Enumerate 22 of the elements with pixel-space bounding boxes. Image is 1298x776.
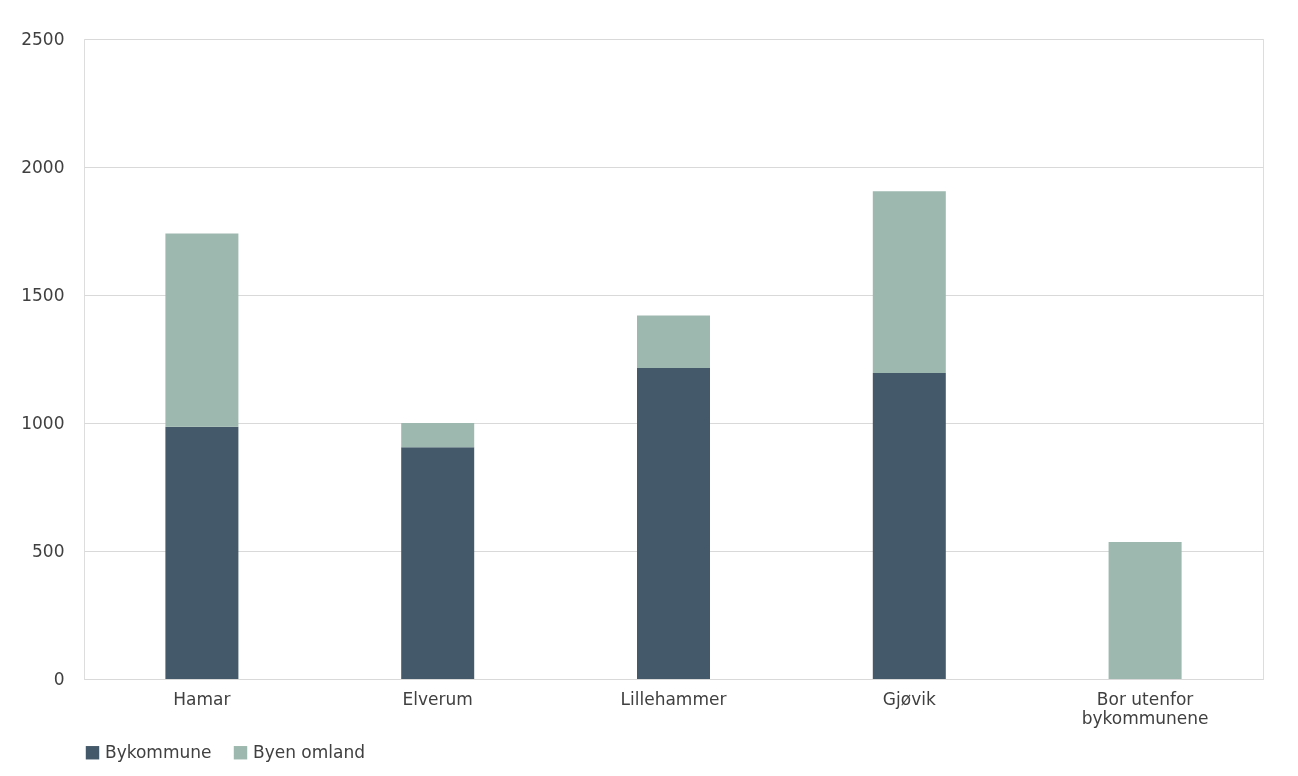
y-tick-label: 1500 <box>21 284 65 305</box>
x-tick-label: Hamar <box>173 688 231 709</box>
y-tick-label: 2000 <box>21 156 65 177</box>
legend-label: Byen omland <box>253 741 366 762</box>
x-tick-label: Bor utenfor bykommunene <box>1081 688 1209 728</box>
bar <box>401 447 475 679</box>
bar <box>637 367 710 679</box>
y-tick-label: 500 <box>32 540 65 561</box>
bar <box>637 315 710 368</box>
bar <box>872 191 946 374</box>
bar <box>401 423 475 448</box>
y-tick-label: 2500 <box>21 28 65 49</box>
y-tick-label: 1000 <box>21 412 65 433</box>
y-tick-label: 0 <box>53 668 65 689</box>
bar <box>165 426 239 679</box>
x-tick-label: Elverum <box>402 688 473 709</box>
bar <box>872 373 946 679</box>
legend-label: Bykommune <box>105 741 212 762</box>
x-tick-label: Lillehammer <box>620 688 727 709</box>
bar <box>165 233 239 427</box>
x-tick-label: Gjøvik <box>882 688 936 709</box>
bar <box>1108 542 1182 679</box>
